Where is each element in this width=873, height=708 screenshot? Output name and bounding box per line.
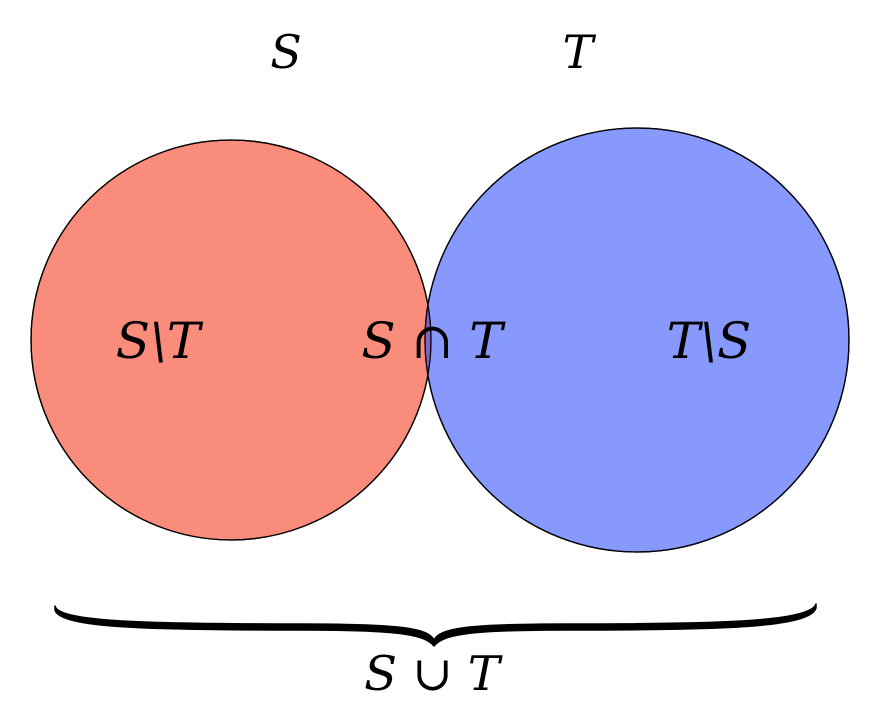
set-s-label: S (270, 25, 302, 79)
union-label: S ∪ T (364, 646, 503, 702)
union-brace (54, 603, 817, 647)
set-s-outline (30, 139, 432, 541)
left-only-label: S\T (116, 312, 204, 370)
set-t-outline (424, 127, 850, 553)
right-only-label: T\S (667, 312, 751, 370)
set-t-label: T (563, 25, 597, 79)
intersection-label: S ∩ T (361, 312, 506, 370)
